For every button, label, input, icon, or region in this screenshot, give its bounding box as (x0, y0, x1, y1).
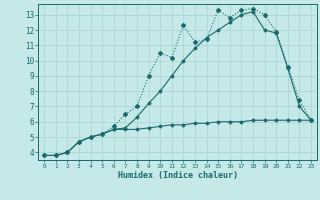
X-axis label: Humidex (Indice chaleur): Humidex (Indice chaleur) (118, 171, 238, 180)
